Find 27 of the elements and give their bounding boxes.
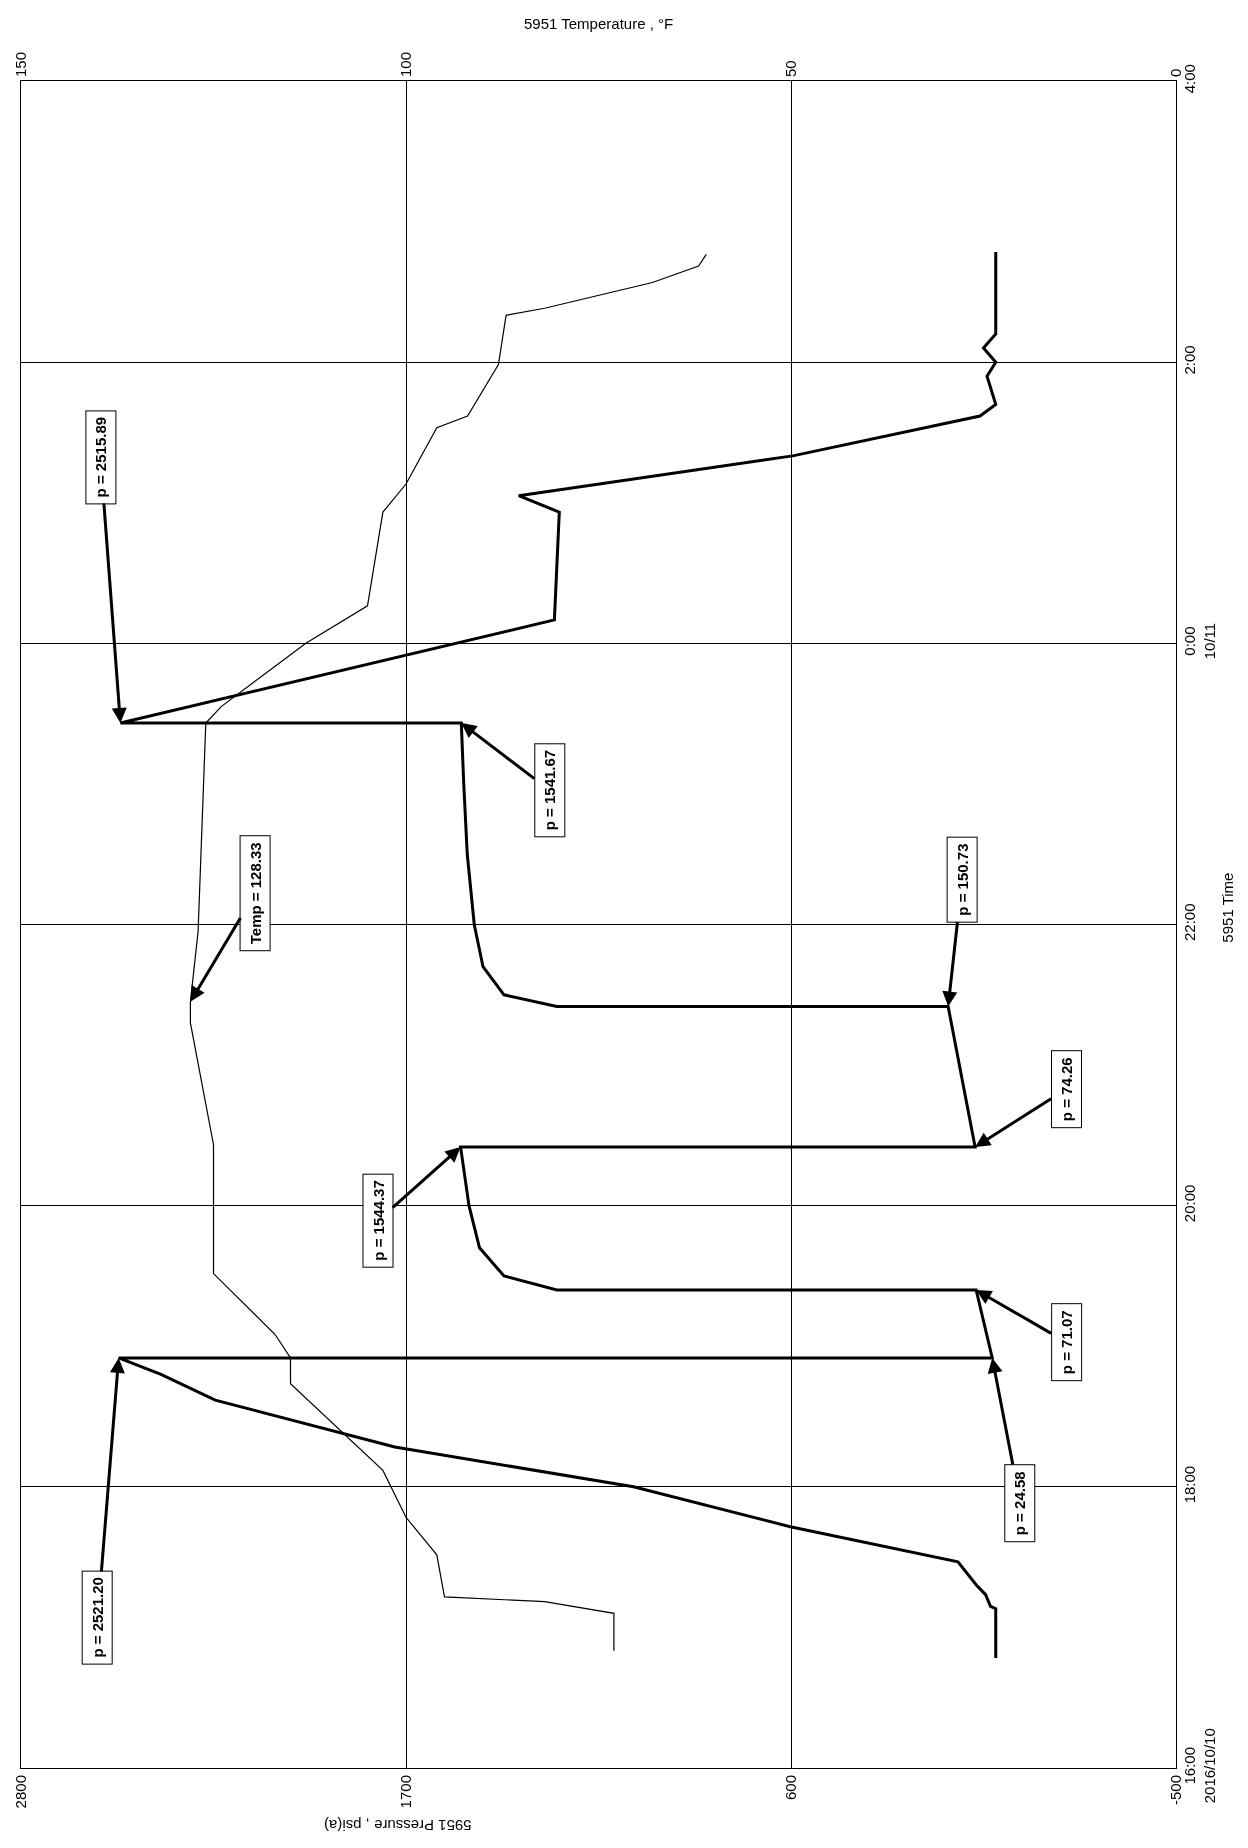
x-tick-label: -500: [1166, 1775, 1184, 1806]
x-tick-label: 2800: [11, 1775, 29, 1809]
y-tick-label: 20:00: [1181, 1184, 1198, 1223]
x-axis-title: 5951 Pressure , psi(a): [324, 1817, 472, 1834]
x2-tick-label: 0: [1166, 68, 1184, 77]
y-tick-label: 18:00: [1181, 1465, 1198, 1504]
annotation: Temp = 128.33: [246, 842, 264, 945]
x2-tick-label: 150: [11, 51, 29, 77]
x2-tick-label: 50: [781, 60, 799, 77]
annotation: p = 150.73: [953, 843, 971, 916]
annotation: p = 1544.37: [369, 1180, 387, 1261]
x2-tick-label: 100: [396, 51, 414, 77]
annotation: p = 2521.20: [88, 1577, 106, 1658]
y-tick-label: 0:00 10/11: [1181, 622, 1218, 660]
x-tick-label: 600: [781, 1775, 799, 1801]
annotation: p = 1541.67: [541, 749, 559, 831]
y-axis-title: 5951 Time: [1219, 872, 1237, 943]
y-tick-label: 16:00 2016/10/10: [1181, 1728, 1218, 1804]
annotation: p = 71.07: [1058, 1310, 1076, 1375]
y-tick-label: 4:00: [1181, 64, 1198, 94]
y-tick-label: 22:00: [1181, 903, 1198, 942]
x-tick-label: 1700: [396, 1775, 414, 1809]
annotation: p = 74.26: [1058, 1057, 1076, 1122]
x2-axis-title: 5951 Temperature , °F: [524, 15, 674, 32]
y-tick-label: 2:00: [1181, 345, 1198, 375]
annotation: p = 2515.89: [92, 416, 110, 498]
annotation: p = 24.58: [1011, 1471, 1029, 1536]
